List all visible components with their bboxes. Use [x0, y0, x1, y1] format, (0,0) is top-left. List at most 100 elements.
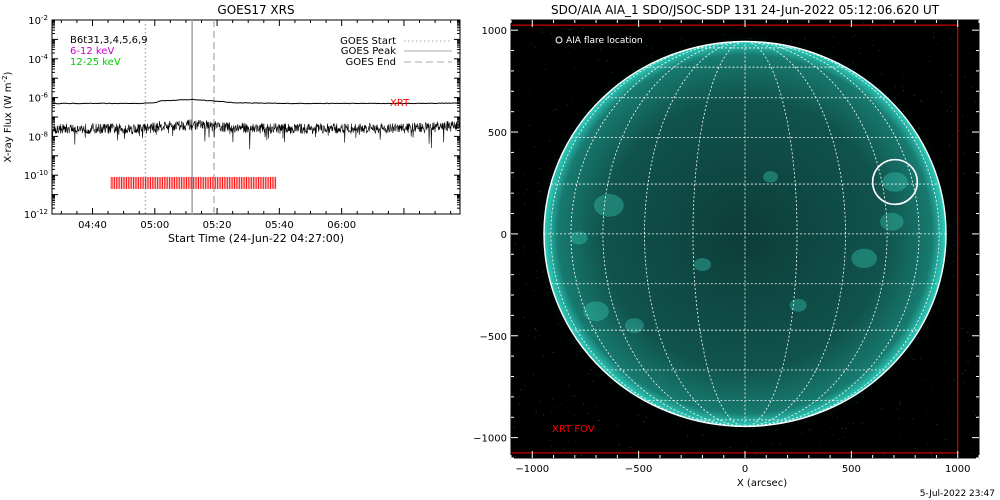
noise-speck: [570, 426, 572, 428]
noise-speck: [960, 285, 962, 286]
noise-speck: [921, 379, 923, 381]
noise-speck: [578, 32, 580, 34]
noise-speck: [575, 440, 577, 442]
noise-speck: [901, 26, 903, 28]
noise-speck: [844, 431, 846, 433]
noise-speck: [959, 130, 960, 132]
noise-speck: [517, 89, 519, 91]
noise-speck: [924, 414, 926, 416]
noise-speck: [936, 44, 938, 46]
grid-longitude-line: [692, 40, 746, 427]
noise-speck: [964, 76, 966, 78]
noise-speck: [687, 435, 688, 437]
noise-speck: [559, 55, 561, 57]
noise-speck: [626, 25, 628, 27]
goes-y-tick-exp: -2: [41, 14, 48, 22]
noise-speck: [553, 430, 555, 432]
noise-speck: [518, 403, 520, 405]
goes-x-axis: 04:40 05:00 05:20 05:40 06:00: [60, 20, 452, 231]
goes-series: [52, 98, 460, 150]
noise-speck: [524, 384, 526, 386]
noise-speck: [550, 410, 552, 412]
noise-speck: [837, 439, 839, 441]
noise-speck: [616, 424, 618, 426]
noise-speck: [511, 85, 513, 87]
noise-speck: [553, 352, 555, 353]
noise-speck: [930, 454, 932, 456]
noise-speck: [965, 52, 967, 54]
noise-speck: [967, 349, 969, 351]
noise-speck: [781, 21, 783, 23]
noise-speck: [574, 47, 576, 49]
noise-speck: [514, 456, 516, 457]
noise-speck: [755, 453, 757, 455]
noise-speck: [659, 27, 661, 29]
noise-speck: [560, 366, 562, 368]
noise-speck: [874, 58, 876, 60]
noise-speck: [523, 192, 525, 193]
noise-speck: [861, 422, 863, 424]
aia-x-tick-label: 500: [842, 464, 861, 475]
noise-speck: [545, 69, 547, 70]
noise-speck: [780, 444, 781, 445]
goes-y-tick-base: 10: [28, 94, 41, 105]
aia-legend-label: AIA flare location: [566, 36, 643, 46]
noise-speck: [950, 160, 952, 161]
noise-speck: [537, 330, 538, 332]
noise-speck: [580, 455, 582, 456]
noise-speck: [899, 433, 901, 435]
noise-speck: [973, 411, 975, 413]
noise-speck: [550, 445, 552, 447]
noise-speck: [535, 411, 537, 413]
noise-speck: [920, 100, 922, 102]
noise-speck: [962, 114, 963, 116]
noise-speck: [539, 401, 541, 403]
noise-speck: [770, 443, 772, 445]
noise-speck: [927, 442, 928, 444]
noise-speck: [534, 337, 536, 339]
goes-y-tick-label: 10-10: [24, 169, 48, 182]
noise-speck: [526, 189, 528, 191]
noise-speck: [930, 337, 932, 339]
noise-speck: [535, 410, 537, 411]
noise-speck: [552, 110, 554, 112]
aia-y-tick-label: 0: [501, 230, 507, 241]
noise-speck: [622, 432, 624, 434]
noise-speck: [941, 102, 943, 104]
aia-title: SDO/AIA AIA_1 SDO/JSOC-SDP 131 24-Jun-20…: [551, 3, 940, 17]
noise-speck: [896, 453, 898, 455]
noise-speck: [801, 432, 803, 434]
noise-speck: [561, 403, 563, 405]
noise-speck: [872, 454, 874, 456]
goes-y-tick-label: 10-6: [28, 92, 48, 105]
noise-speck: [869, 441, 871, 443]
noise-speck: [964, 381, 966, 383]
noise-speck: [534, 72, 536, 74]
aia-x-label: X (arcsec): [737, 478, 787, 489]
noise-speck: [582, 27, 584, 29]
noise-speck: [936, 424, 938, 425]
active-region-glow: [570, 231, 588, 245]
goes-y-tick-base: 10: [28, 16, 41, 27]
aia-y-tick-label: −1000: [473, 434, 507, 445]
noise-speck: [902, 85, 903, 87]
noise-speck: [852, 36, 854, 38]
noise-speck: [929, 60, 931, 62]
noise-speck: [898, 417, 900, 419]
noise-speck: [606, 60, 608, 62]
goes-y-label-main: X-ray Flux (W m: [3, 82, 14, 162]
noise-speck: [551, 352, 553, 354]
goes-y-tick-exp: -6: [41, 92, 49, 100]
footer-date: 5-Jul-2022 23:47: [920, 489, 995, 499]
noise-speck: [949, 87, 951, 89]
aia-y-axis: 1000 500 0 −500 −1000: [473, 26, 979, 459]
noise-speck: [966, 132, 968, 134]
noise-speck: [568, 45, 570, 47]
noise-speck: [721, 441, 723, 443]
noise-speck: [945, 439, 947, 441]
series-line-short-channel: [52, 119, 460, 150]
noise-speck: [965, 355, 967, 357]
noise-speck: [626, 52, 628, 54]
noise-speck: [920, 358, 922, 360]
noise-speck: [946, 110, 948, 112]
